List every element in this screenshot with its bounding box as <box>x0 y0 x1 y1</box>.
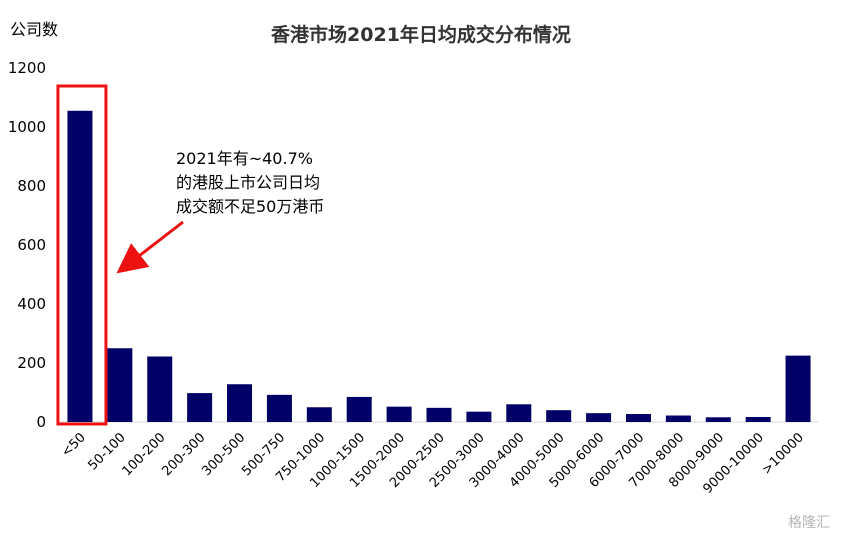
bar <box>227 384 253 422</box>
y-tick-label: 400 <box>17 295 46 313</box>
x-tick-label: 100-200 <box>120 430 169 479</box>
y-axis-label: 公司数 <box>10 20 59 39</box>
highlight-box <box>56 84 108 426</box>
bar <box>107 348 133 422</box>
annotation-line: 2021年有~40.7% <box>176 149 313 168</box>
bar <box>705 417 731 422</box>
bar <box>266 394 292 422</box>
bar <box>67 110 93 423</box>
bar <box>306 407 332 422</box>
bar <box>745 416 771 422</box>
y-tick-label: 600 <box>17 236 46 254</box>
annotation-arrow <box>116 220 184 274</box>
bar <box>625 414 651 422</box>
bar <box>147 356 173 422</box>
bar <box>506 404 532 422</box>
bar <box>187 393 213 422</box>
bar <box>346 396 372 422</box>
bar <box>466 411 492 422</box>
x-tick-label: >10000 <box>759 430 807 478</box>
bar <box>665 415 691 422</box>
chart-title: 香港市场2021年日均成交分布情况 <box>271 24 571 46</box>
bar <box>426 407 452 422</box>
annotation-text: 2021年有~40.7% 的港股上市公司日均 成交额不足50万港币 <box>176 147 324 219</box>
bar <box>386 406 412 422</box>
y-tick-label: 1200 <box>8 59 46 77</box>
x-tick-label: <50 <box>59 430 89 460</box>
x-tick-label: 300-500 <box>199 430 248 479</box>
annotation-line: 成交额不足50万港币 <box>176 197 325 216</box>
annotation-line: 的港股上市公司日均 <box>176 173 321 192</box>
y-tick-label: 200 <box>17 354 46 372</box>
bar <box>785 355 811 422</box>
watermark-logo: 格隆汇 <box>788 515 830 531</box>
x-tick-label: 200-300 <box>159 430 208 479</box>
y-tick-label: 1000 <box>8 118 46 136</box>
y-tick-label: 800 <box>17 177 46 195</box>
bar <box>586 413 612 422</box>
bar <box>546 410 572 422</box>
y-tick-label: 0 <box>36 413 46 431</box>
